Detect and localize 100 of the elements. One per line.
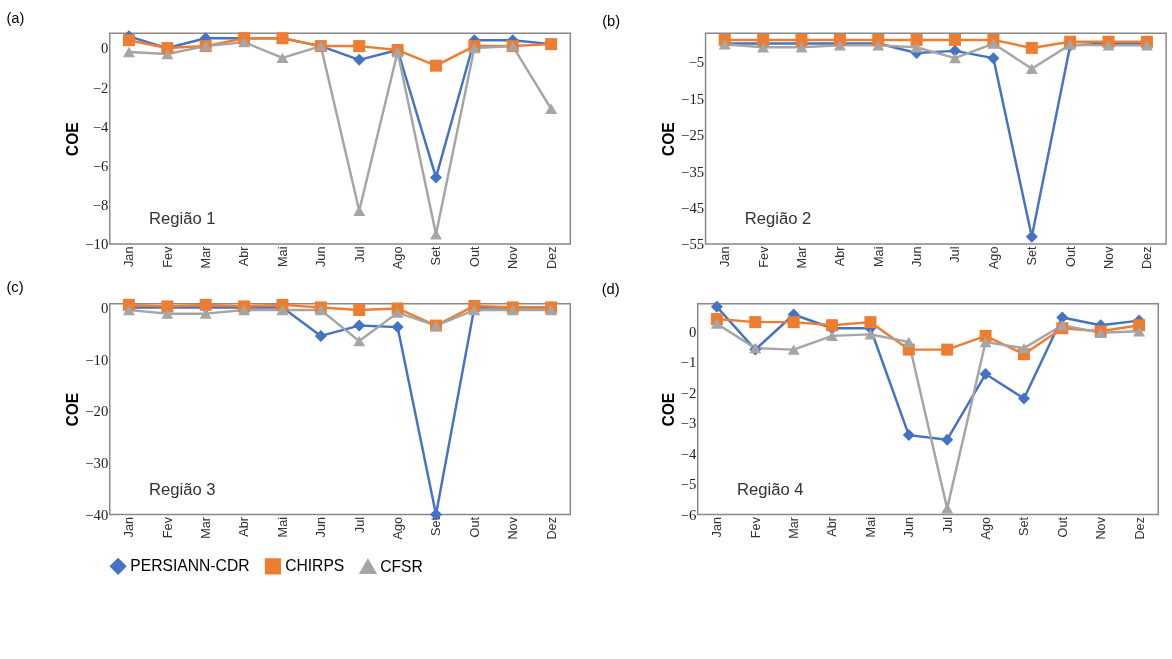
point	[122, 46, 135, 58]
x-tick-label: Jan	[121, 246, 137, 268]
y-tick-label: −10	[85, 236, 109, 253]
point	[353, 304, 366, 317]
point	[941, 343, 954, 356]
x-tick-label: Dez	[543, 246, 559, 270]
x-tick-label: Ago	[390, 516, 406, 540]
x-tick-label: Mar	[198, 245, 214, 269]
x-tick-label: Ago	[977, 516, 993, 540]
x-tick-label: Abr	[824, 516, 840, 537]
annotation: Região 4	[736, 479, 804, 499]
x-tick-label: Set	[428, 516, 444, 537]
y-axis-title: COE	[64, 122, 82, 157]
x-tick-label: Out	[1062, 246, 1078, 268]
y-tick-label: −4	[680, 445, 697, 462]
point	[1056, 320, 1069, 331]
x-tick-label: Jun	[901, 516, 917, 538]
annotation: Região 1	[148, 209, 216, 229]
x-tick-label: Ago	[985, 246, 1001, 270]
point	[199, 308, 212, 319]
point	[122, 34, 135, 47]
point	[987, 38, 1000, 49]
point	[787, 344, 800, 355]
point	[757, 33, 770, 46]
y-tick-label: −2	[92, 79, 109, 96]
x-tick-label: Fev	[747, 516, 763, 539]
x-tick-label: Jan	[709, 516, 725, 538]
x-tick-label: Nov	[1093, 516, 1109, 540]
x-tick-label: Out	[466, 246, 482, 268]
x-tick-label: Set	[1016, 516, 1032, 537]
legend-label: CHIRPS	[285, 557, 345, 575]
point	[949, 33, 962, 46]
x-tick-label: Mai	[870, 246, 886, 267]
x-tick-label: Dez	[1139, 246, 1155, 270]
point	[1017, 392, 1030, 405]
chart-title: (c)	[6, 278, 24, 295]
y-tick-label: −35	[681, 163, 705, 180]
point	[987, 52, 1000, 65]
point	[391, 307, 404, 318]
x-tick-label: Jun	[313, 246, 329, 268]
x-tick-label: Mar	[198, 516, 214, 539]
point	[161, 48, 174, 60]
x-tick-label: Jul	[351, 516, 367, 534]
point	[710, 300, 723, 313]
x-tick-label: Jan	[717, 246, 733, 268]
point	[787, 316, 800, 329]
x-tick-label: Fev	[159, 245, 175, 268]
point	[276, 52, 289, 64]
point	[795, 42, 808, 53]
point	[910, 42, 923, 53]
x-tick-label: Jun	[909, 246, 925, 268]
point	[864, 329, 877, 340]
x-tick-label: Ago	[390, 246, 406, 270]
point	[902, 336, 915, 348]
y-axis-title: COE	[659, 392, 677, 427]
x-tick-label: Set	[428, 246, 444, 266]
y-tick-label: −6	[92, 158, 109, 175]
x-tick-label: Fev	[159, 516, 175, 539]
y-tick-label: −3	[680, 415, 697, 432]
point	[353, 53, 366, 66]
point	[795, 33, 808, 46]
x-tick-label: Out	[1054, 516, 1070, 538]
point	[1025, 63, 1038, 74]
point	[353, 335, 366, 347]
point	[902, 429, 915, 442]
x-tick-label: Abr	[832, 245, 848, 267]
point	[429, 171, 442, 184]
x-tick-label: Mai	[862, 516, 878, 538]
point	[864, 316, 877, 329]
y-tick-label: −30	[85, 455, 109, 472]
point	[979, 336, 992, 348]
point	[161, 308, 174, 319]
point	[1025, 41, 1038, 54]
y-tick-label: −15	[681, 90, 705, 107]
x-tick-label: Abr	[236, 245, 252, 267]
chart-title: (d)	[601, 281, 620, 298]
x-tick-label: Jul	[947, 246, 963, 263]
y-tick-label: 0	[688, 323, 697, 340]
point	[749, 316, 762, 329]
point	[238, 36, 251, 48]
point	[429, 59, 442, 72]
y-tick-label: −55	[681, 236, 705, 253]
legend-label: PERSIANN-CDR	[130, 557, 250, 575]
y-tick-label: 0	[100, 299, 109, 316]
point	[353, 319, 366, 332]
x-tick-label: Dez	[543, 516, 559, 540]
x-tick-label: Set	[1024, 246, 1040, 266]
x-tick-label: Nov	[505, 245, 521, 270]
chart-title: (b)	[602, 13, 621, 30]
point	[949, 44, 962, 57]
chart-title: (a)	[6, 10, 25, 27]
point	[1017, 342, 1030, 354]
x-tick-label: Mai	[274, 246, 290, 267]
y-tick-label: −25	[681, 127, 705, 144]
y-axis-title: COE	[660, 122, 678, 157]
y-tick-label: −40	[85, 506, 109, 523]
x-tick-label: Dez	[1131, 516, 1147, 540]
point	[710, 318, 723, 329]
x-tick-label: Mar	[786, 516, 802, 539]
point	[757, 42, 770, 53]
